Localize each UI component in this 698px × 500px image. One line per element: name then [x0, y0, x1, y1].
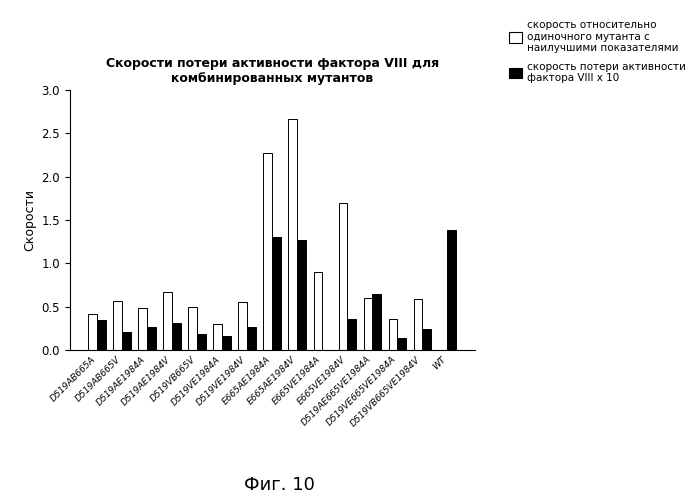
Bar	[348, 319, 356, 350]
Bar	[288, 118, 297, 350]
Bar	[122, 332, 131, 350]
Bar	[239, 302, 247, 350]
Bar	[364, 298, 372, 350]
Bar	[414, 299, 422, 350]
Bar	[88, 314, 97, 350]
Bar	[147, 326, 156, 350]
Text: Фиг. 10: Фиг. 10	[244, 476, 315, 494]
Bar	[113, 302, 122, 350]
Bar	[447, 230, 456, 350]
Title: Скорости потери активности фактора VIII для
комбинированных мутантов: Скорости потери активности фактора VIII …	[105, 56, 439, 84]
Bar	[197, 334, 206, 350]
Bar	[372, 294, 381, 350]
Bar	[97, 320, 105, 350]
Bar	[263, 154, 272, 350]
Bar	[422, 329, 431, 350]
Bar	[172, 323, 181, 350]
Bar	[138, 308, 147, 350]
Bar	[222, 336, 231, 350]
Bar	[297, 240, 306, 350]
Bar	[188, 306, 197, 350]
Bar	[272, 238, 281, 350]
Bar	[397, 338, 406, 350]
Bar	[313, 272, 322, 350]
Y-axis label: Скорости: Скорости	[23, 189, 36, 251]
Legend: скорость относительно
одиночного мутанта с
наилучшими показателями, скорость пот: скорость относительно одиночного мутанта…	[510, 20, 686, 84]
Bar	[163, 292, 172, 350]
Bar	[214, 324, 222, 350]
Bar	[247, 328, 256, 350]
Bar	[389, 319, 397, 350]
Bar	[339, 202, 348, 350]
